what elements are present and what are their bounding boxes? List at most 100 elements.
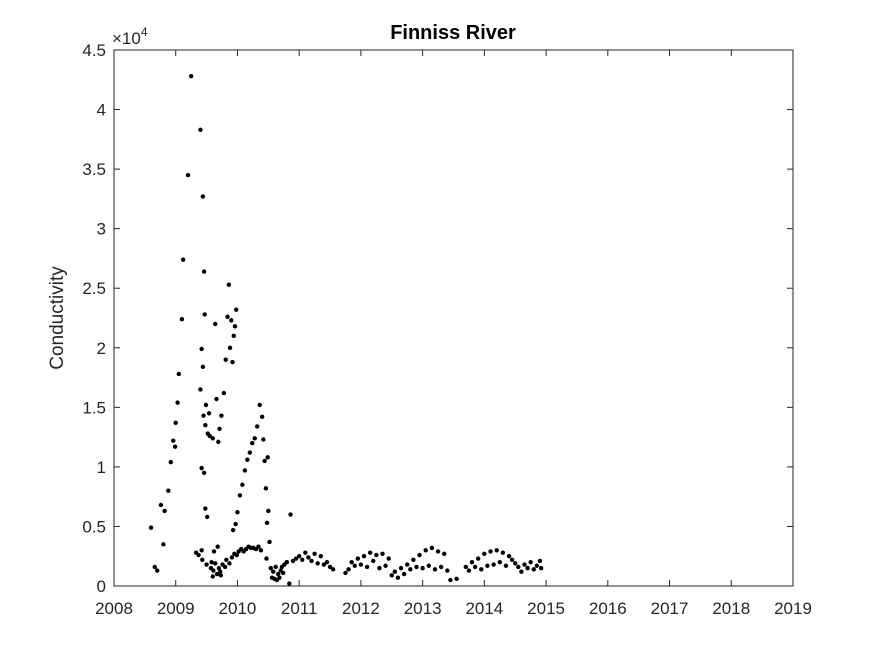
x-tick-label: 2013 bbox=[404, 599, 442, 618]
data-point bbox=[513, 561, 518, 566]
data-point bbox=[226, 282, 232, 287]
data-point bbox=[380, 551, 385, 557]
x-tick-label: 2014 bbox=[465, 599, 503, 618]
data-point bbox=[300, 557, 305, 562]
data-point bbox=[227, 561, 232, 566]
data-point bbox=[259, 414, 265, 420]
data-point bbox=[463, 564, 469, 570]
data-point bbox=[198, 387, 203, 392]
data-point bbox=[211, 549, 217, 554]
x-tick-label: 2011 bbox=[281, 599, 318, 618]
data-point bbox=[293, 556, 299, 561]
data-point bbox=[185, 172, 191, 178]
data-point bbox=[358, 562, 364, 567]
y-exponent-base: ×10 bbox=[112, 29, 141, 48]
data-point bbox=[171, 438, 176, 443]
data-point bbox=[242, 468, 248, 473]
data-point bbox=[420, 565, 425, 571]
data-point bbox=[327, 564, 333, 570]
data-point bbox=[247, 450, 252, 455]
data-point bbox=[405, 562, 410, 567]
data-point bbox=[361, 554, 367, 559]
data-point bbox=[324, 559, 330, 565]
data-point bbox=[229, 555, 235, 560]
data-point bbox=[229, 318, 234, 323]
data-point bbox=[162, 508, 167, 514]
data-point bbox=[266, 508, 271, 514]
data-point bbox=[355, 556, 361, 561]
data-point bbox=[216, 439, 221, 445]
data-point bbox=[214, 396, 219, 402]
data-point bbox=[528, 559, 533, 565]
data-point bbox=[290, 558, 296, 564]
data-point bbox=[349, 559, 354, 565]
data-point bbox=[374, 552, 379, 558]
data-point bbox=[230, 359, 235, 365]
data-point bbox=[537, 558, 543, 564]
data-point bbox=[158, 502, 164, 508]
y-tick-label: 4.5 bbox=[82, 41, 106, 60]
scatter-points bbox=[148, 74, 544, 586]
data-point bbox=[245, 457, 250, 462]
data-point bbox=[221, 390, 227, 396]
data-point bbox=[205, 514, 210, 520]
data-point bbox=[386, 556, 391, 561]
data-point bbox=[438, 564, 444, 570]
x-tick-label: 2009 bbox=[157, 599, 195, 618]
data-point bbox=[346, 567, 351, 572]
data-point bbox=[175, 400, 180, 405]
data-point bbox=[466, 568, 472, 573]
y-tick-label: 0.5 bbox=[82, 517, 106, 536]
data-point bbox=[258, 548, 264, 553]
data-point bbox=[475, 556, 481, 561]
data-point bbox=[200, 364, 206, 370]
data-point bbox=[417, 552, 422, 558]
data-point bbox=[371, 558, 376, 564]
data-point bbox=[389, 573, 394, 578]
data-point bbox=[262, 458, 267, 464]
data-point bbox=[479, 567, 484, 572]
data-point bbox=[445, 568, 450, 573]
x-tick-label: 2018 bbox=[712, 599, 750, 618]
data-point bbox=[284, 559, 290, 565]
data-point bbox=[432, 567, 438, 572]
data-point bbox=[215, 544, 220, 549]
data-point bbox=[315, 561, 320, 566]
data-point bbox=[271, 569, 276, 574]
data-point bbox=[488, 549, 493, 554]
data-point bbox=[209, 559, 214, 565]
data-point bbox=[321, 562, 327, 567]
x-tick-label: 2019 bbox=[774, 599, 812, 618]
data-point bbox=[392, 569, 398, 574]
data-point bbox=[225, 314, 230, 320]
data-point bbox=[398, 565, 404, 571]
y-tick-label: 1.5 bbox=[82, 398, 106, 417]
data-point bbox=[219, 413, 224, 418]
data-point bbox=[273, 564, 278, 570]
data-point bbox=[201, 269, 207, 274]
y-tick-label: 4 bbox=[97, 101, 106, 120]
data-point bbox=[257, 402, 262, 408]
data-point bbox=[203, 506, 208, 511]
data-point bbox=[401, 571, 407, 577]
data-point bbox=[519, 569, 524, 574]
data-point bbox=[218, 573, 223, 578]
data-point bbox=[343, 570, 348, 576]
x-tick-label: 2012 bbox=[342, 599, 380, 618]
x-tick-label: 2015 bbox=[527, 599, 565, 618]
data-point bbox=[176, 371, 182, 377]
data-point bbox=[204, 562, 209, 567]
data-point bbox=[210, 436, 215, 441]
data-point bbox=[214, 571, 220, 577]
data-point bbox=[267, 539, 272, 545]
data-point bbox=[196, 552, 201, 558]
data-point bbox=[497, 559, 502, 565]
data-point bbox=[223, 357, 228, 362]
data-point bbox=[330, 567, 336, 572]
data-point bbox=[207, 433, 212, 439]
data-point bbox=[201, 413, 206, 418]
plot-area bbox=[114, 50, 793, 586]
data-point bbox=[383, 563, 388, 568]
y-tick-label: 2 bbox=[97, 339, 106, 358]
